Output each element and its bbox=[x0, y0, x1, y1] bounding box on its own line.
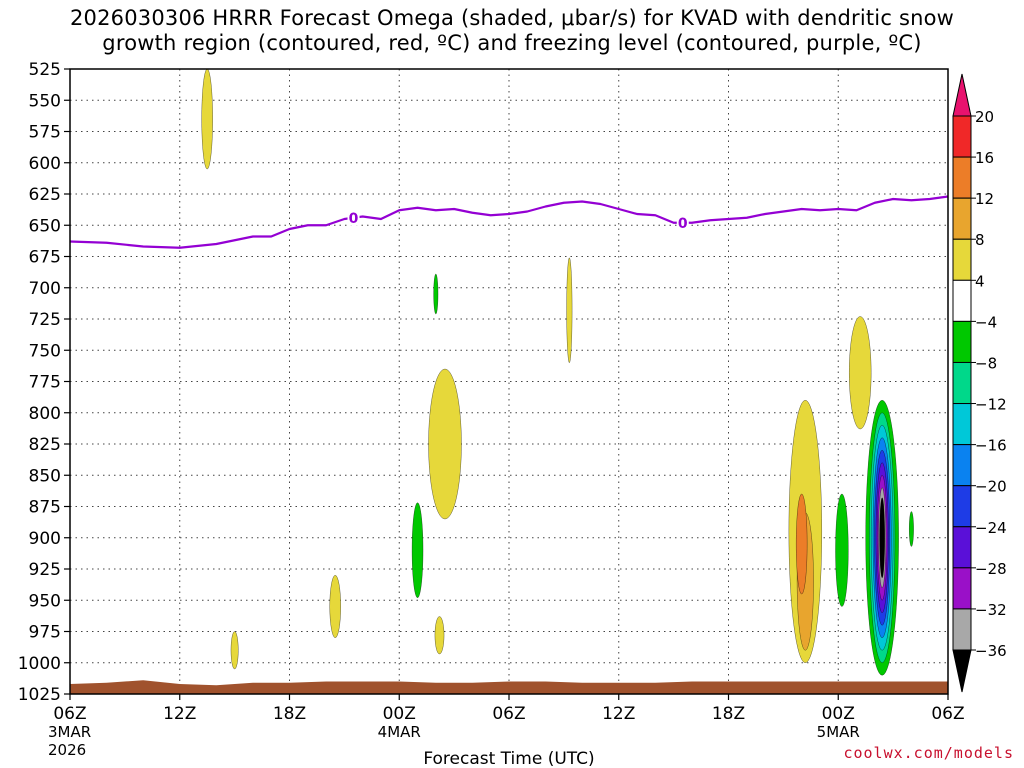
title-line-2: growth region (contoured, red, ºC) and f… bbox=[102, 31, 922, 55]
omega-region bbox=[329, 575, 341, 638]
colorbar-label: −24 bbox=[975, 519, 1007, 537]
x-tick-label: 00Z bbox=[383, 704, 416, 724]
y-tick-label: 675 bbox=[29, 248, 61, 268]
colorbar-swatch bbox=[952, 320, 972, 363]
colorbar-swatch bbox=[952, 156, 972, 199]
freezing-level-label: 0 bbox=[349, 211, 359, 227]
colorbar-label: −20 bbox=[975, 478, 1007, 496]
colorbar-swatch bbox=[952, 197, 972, 240]
omega-region bbox=[411, 502, 424, 598]
x-tick-label: 06Z bbox=[931, 704, 964, 724]
colorbar-label: 16 bbox=[975, 149, 994, 167]
y-tick-label: 1025 bbox=[18, 685, 61, 705]
colorbar-label: −32 bbox=[975, 601, 1007, 619]
y-tick-label: 625 bbox=[29, 185, 61, 205]
y-tick-label: 900 bbox=[29, 529, 61, 549]
colorbar-swatch bbox=[952, 608, 972, 651]
x-axis-label: Forecast Time (UTC) bbox=[423, 749, 594, 768]
y-tick-label: 850 bbox=[29, 466, 61, 486]
title-line-1: 2026030306 HRRR Forecast Omega (shaded, … bbox=[69, 6, 955, 30]
y-tick-label: 975 bbox=[29, 623, 61, 643]
freezing-level-label-bg bbox=[676, 214, 689, 231]
y-tick-label: 525 bbox=[29, 60, 61, 80]
x-date-label: 4MAR bbox=[378, 723, 421, 741]
freezing-level-line bbox=[69, 195, 949, 249]
y-tick-label: 825 bbox=[29, 435, 61, 455]
freezing-level-label: 0 bbox=[678, 216, 688, 232]
y-tick-label: 950 bbox=[29, 591, 61, 611]
omega-region bbox=[433, 273, 439, 315]
y-tick-label: 550 bbox=[29, 91, 61, 111]
y-tick-label: 750 bbox=[29, 341, 61, 361]
chart-title: 2026030306 HRRR Forecast Omega (shaded, … bbox=[0, 6, 1024, 56]
x-year-label: 2026 bbox=[48, 741, 86, 759]
colorbar-label: −4 bbox=[975, 313, 997, 331]
colorbar-swatch bbox=[952, 485, 972, 528]
colorbar-label: 12 bbox=[975, 190, 994, 208]
x-tick-label: 06Z bbox=[492, 704, 525, 724]
colorbar-swatch bbox=[952, 444, 972, 487]
x-tick-label: 12Z bbox=[602, 704, 635, 724]
omega-region bbox=[835, 493, 849, 607]
x-date-label: 5MAR bbox=[817, 723, 860, 741]
y-tick-label: 1000 bbox=[18, 654, 61, 674]
x-tick-label: 18Z bbox=[273, 704, 306, 724]
y-tick-label: 600 bbox=[29, 154, 61, 174]
freezing-level-label-bg bbox=[347, 209, 360, 226]
y-tick-label: 700 bbox=[29, 279, 61, 299]
colorbar-swatch bbox=[952, 403, 972, 446]
x-tick-label: 18Z bbox=[712, 704, 745, 724]
omega-region bbox=[566, 257, 573, 363]
colorbar-swatch bbox=[952, 115, 972, 158]
colorbar-swatch bbox=[952, 567, 972, 610]
x-tick-label: 06Z bbox=[53, 704, 86, 724]
colorbar-label: −16 bbox=[975, 437, 1007, 455]
omega-region bbox=[434, 616, 445, 655]
colorbar-label: −36 bbox=[975, 642, 1007, 660]
colorbar-swatch bbox=[952, 526, 972, 569]
colorbar-label: −28 bbox=[975, 560, 1007, 578]
y-tick-label: 800 bbox=[29, 404, 61, 424]
omega-region bbox=[909, 511, 914, 547]
x-date-label: 3MAR bbox=[48, 723, 91, 741]
colorbar-top-arrow bbox=[952, 73, 972, 117]
colorbar-swatch bbox=[952, 361, 972, 405]
omega-region bbox=[428, 368, 462, 520]
y-tick-label: 925 bbox=[29, 560, 61, 580]
colorbar-label: 20 bbox=[975, 108, 994, 126]
omega-region bbox=[849, 316, 872, 430]
x-tick-label: 12Z bbox=[163, 704, 196, 724]
y-tick-label: 650 bbox=[29, 216, 61, 236]
credit-link[interactable]: coolwx.com/models bbox=[843, 744, 1014, 762]
colorbar-label: 4 bbox=[975, 272, 985, 290]
y-tick-label: 775 bbox=[29, 373, 61, 393]
x-tick-label: 00Z bbox=[822, 704, 855, 724]
omega-region bbox=[201, 68, 213, 170]
omega-region bbox=[879, 497, 885, 578]
omega-region bbox=[230, 631, 239, 670]
y-tick-label: 575 bbox=[29, 123, 61, 143]
terrain-fill bbox=[70, 680, 948, 694]
colorbar-label: −8 bbox=[975, 354, 997, 372]
colorbar-swatch bbox=[952, 238, 972, 281]
y-tick-label: 875 bbox=[29, 498, 61, 518]
colorbar-label: 8 bbox=[975, 231, 985, 249]
colorbar-label: −12 bbox=[975, 396, 1007, 414]
omega-region bbox=[796, 493, 808, 595]
colorbar-swatch bbox=[952, 279, 972, 322]
colorbar-bottom-arrow bbox=[952, 649, 972, 693]
y-tick-label: 725 bbox=[29, 310, 61, 330]
